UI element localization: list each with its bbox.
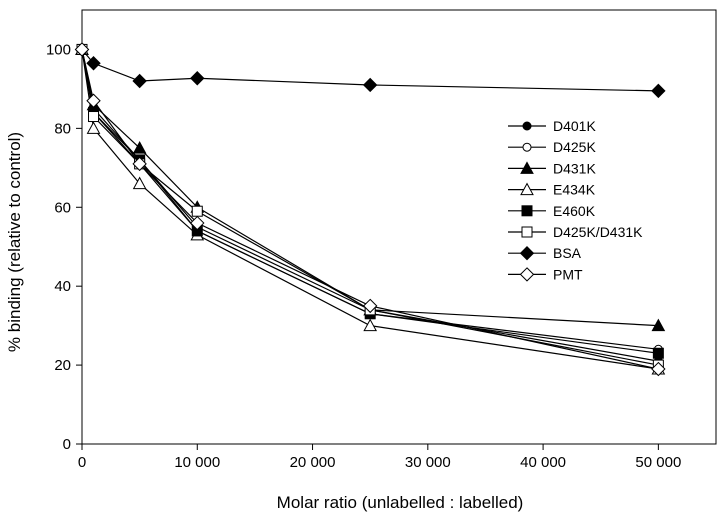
legend-label: D401K [553,118,596,134]
data-point [132,141,147,154]
data-point [651,361,666,377]
y-tick-label: 100 [46,41,71,58]
legend-label: BSA [553,245,582,261]
series-layer [74,42,666,377]
data-point [362,298,378,314]
data-point [190,71,205,86]
y-tick-label: 40 [54,278,71,295]
data-point [652,347,664,359]
y-tick-label: 60 [54,199,71,216]
legend-marker [522,142,532,152]
legend-marker [520,161,534,174]
y-tick-label: 20 [54,357,71,374]
legend-item: D401K [508,118,596,134]
legend-marker [521,205,533,217]
data-point [191,205,203,217]
legend-item: PMT [508,266,583,282]
data-point [86,56,101,71]
y-axis-label: % binding (relative to control) [5,132,24,352]
legend-item: D425K [508,139,596,155]
series-pmt [74,42,666,377]
series-line [81,49,659,370]
legend-label: D431K [553,160,596,176]
legend-marker [519,245,535,261]
data-point [362,77,378,93]
legend-label: PMT [553,266,583,282]
y-tick-label: 0 [63,436,71,453]
data-point [651,83,666,99]
data-point [132,176,147,190]
data-point [190,215,205,231]
legend-item: D425K/D431K [508,224,643,240]
legend-item: BSA [508,245,582,261]
legend-marker [522,121,532,131]
legend-label: D425K/D431K [553,224,643,240]
series-bsa [74,42,666,99]
legend-item: E460K [508,203,596,219]
data-point [363,318,378,332]
legend-label: D425K [553,139,596,155]
x-axis-label: Molar ratio (unlabelled : labelled) [277,493,524,512]
plot-frame [81,9,717,445]
data-point [86,93,101,108]
legend-label: E460K [553,203,596,219]
data-point [132,156,147,172]
x-tick-label: 40 000 [520,454,566,471]
x-tick-label: 20 000 [290,454,336,471]
legend-label: E434K [553,182,596,198]
data-point [88,111,100,123]
y-tick-label: 80 [54,120,71,137]
x-tick-label: 0 [78,454,86,471]
x-tick-label: 30 000 [405,454,451,471]
legend-marker [520,182,534,196]
legend-item: D431K [508,160,596,176]
legend-marker [521,226,533,238]
data-point [651,318,666,332]
legend-marker [519,267,535,282]
axes: 0 10 000 20 000 30 000 40 000 50 000 0 20 40 60 80… [46,9,717,471]
x-tick-label: 50 000 [635,454,681,471]
data-point [74,42,90,57]
data-point [132,73,147,89]
legend-item: E434K [508,182,596,198]
data-point [86,121,101,134]
x-tick-label: 10 000 [174,454,220,471]
legend: D401K D425K D431K E434K E460K D425K/D431K BSA P… [508,118,643,282]
